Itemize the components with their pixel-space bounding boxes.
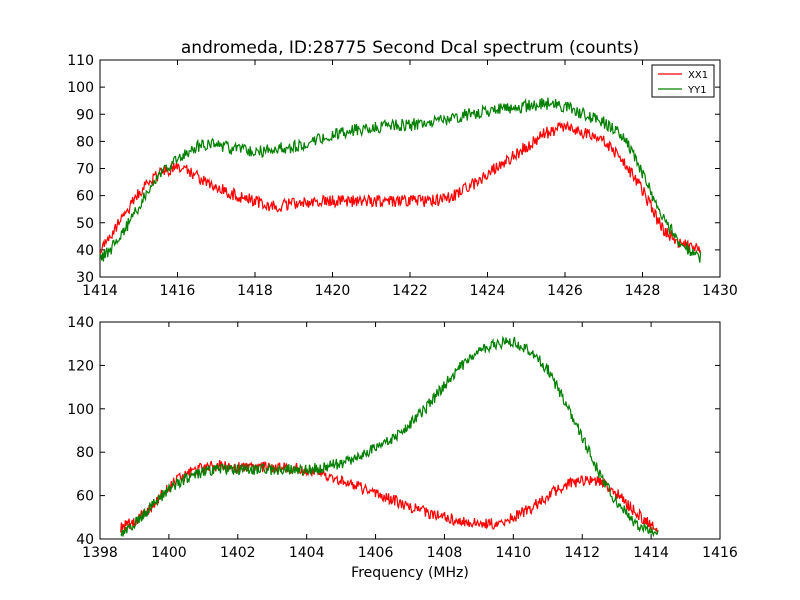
- top-plot-y-tick-label: 100: [67, 80, 94, 96]
- bottom-plot-y-tick-label: 40: [76, 532, 94, 548]
- top-plot-y-tick-label: 80: [76, 134, 94, 150]
- bottom-plot-y-tick-label: 100: [67, 402, 94, 418]
- top-plot-series: [99, 97, 702, 263]
- chart-title: andromeda, ID:28775 Second Dcal spectrum…: [181, 38, 639, 58]
- top-plot-x-tick-label: 1428: [625, 283, 661, 299]
- top-plot-axes-frame: [99, 59, 721, 278]
- bottom-plot-series: [120, 335, 659, 538]
- x-axis-label: Frequency (MHz): [351, 565, 469, 581]
- bottom-plot-x-tick-label: 1402: [220, 545, 256, 561]
- bottom-plot-y-tick-label: 140: [67, 315, 94, 331]
- top-plot-x-tick-label: 1420: [315, 283, 351, 299]
- top-plot-y-tick-label: 30: [76, 270, 94, 286]
- legend-label-yy1: YY1: [687, 85, 707, 96]
- top-plot-x-tick-label: 1430: [702, 283, 738, 299]
- top-plot-line-xx1: [99, 120, 702, 255]
- bottom-plot-line-xx1: [120, 459, 659, 534]
- bottom-plot-x-tick-label: 1398: [82, 545, 118, 561]
- top-plot-x-tick-label: 1426: [547, 283, 583, 299]
- top-plot-x-ticks: 1414 1416 1418 1420 1422 1424 1426 1428 1430: [82, 60, 738, 299]
- bottom-plot-x-tick-label: 1408: [427, 545, 463, 561]
- bottom-plot-y-ticks: 40 60 80 100 120 140: [67, 315, 720, 548]
- bottom-plot-x-tick-label: 1410: [496, 545, 532, 561]
- top-plot-x-tick-label: 1416: [160, 283, 196, 299]
- top-plot-y-ticks: 30 40 50 60 70 80 90 100 110: [67, 53, 720, 286]
- bottom-plot-x-tick-label: 1416: [702, 545, 738, 561]
- bottom-plot: 1398 1400 1402 1404 1406 1408 1410 1412 1414 1416…: [67, 315, 738, 581]
- top-plot-x-tick-label: 1424: [470, 283, 506, 299]
- top-plot-x-tick-label: 1414: [82, 283, 118, 299]
- bottom-plot-x-tick-label: 1404: [289, 545, 325, 561]
- bottom-plot-x-tick-label: 1400: [151, 545, 187, 561]
- legend-box: [651, 64, 715, 98]
- bottom-plot-x-tick-label: 1406: [358, 545, 394, 561]
- top-plot-y-tick-label: 110: [67, 53, 94, 69]
- bottom-plot-line-yy1: [120, 335, 659, 538]
- bottom-plot-x-ticks: 1398 1400 1402 1404 1406 1408 1410 1412 1414 1416: [82, 322, 738, 561]
- bottom-plot-y-tick-label: 120: [67, 358, 94, 374]
- bottom-plot-y-tick-label: 80: [76, 445, 94, 461]
- top-plot-y-tick-label: 70: [76, 162, 94, 178]
- bottom-plot-y-tick-label: 60: [76, 489, 94, 505]
- top-plot-y-tick-label: 50: [76, 216, 94, 232]
- top-plot-x-tick-label: 1422: [392, 283, 428, 299]
- legend-label-xx1: XX1: [688, 70, 708, 81]
- top-plot-y-tick-label: 60: [76, 189, 94, 205]
- top-plot-y-tick-label: 40: [76, 243, 94, 259]
- bottom-plot-x-tick-label: 1414: [633, 545, 669, 561]
- top-plot-y-tick-label: 90: [76, 107, 94, 123]
- top-plot: andromeda, ID:28775 Second Dcal spectrum…: [67, 38, 738, 299]
- top-plot-x-tick-label: 1418: [237, 283, 273, 299]
- top-plot-line-yy1: [99, 97, 702, 263]
- legend: XX1 YY1: [651, 64, 715, 98]
- bottom-plot-x-tick-label: 1412: [564, 545, 600, 561]
